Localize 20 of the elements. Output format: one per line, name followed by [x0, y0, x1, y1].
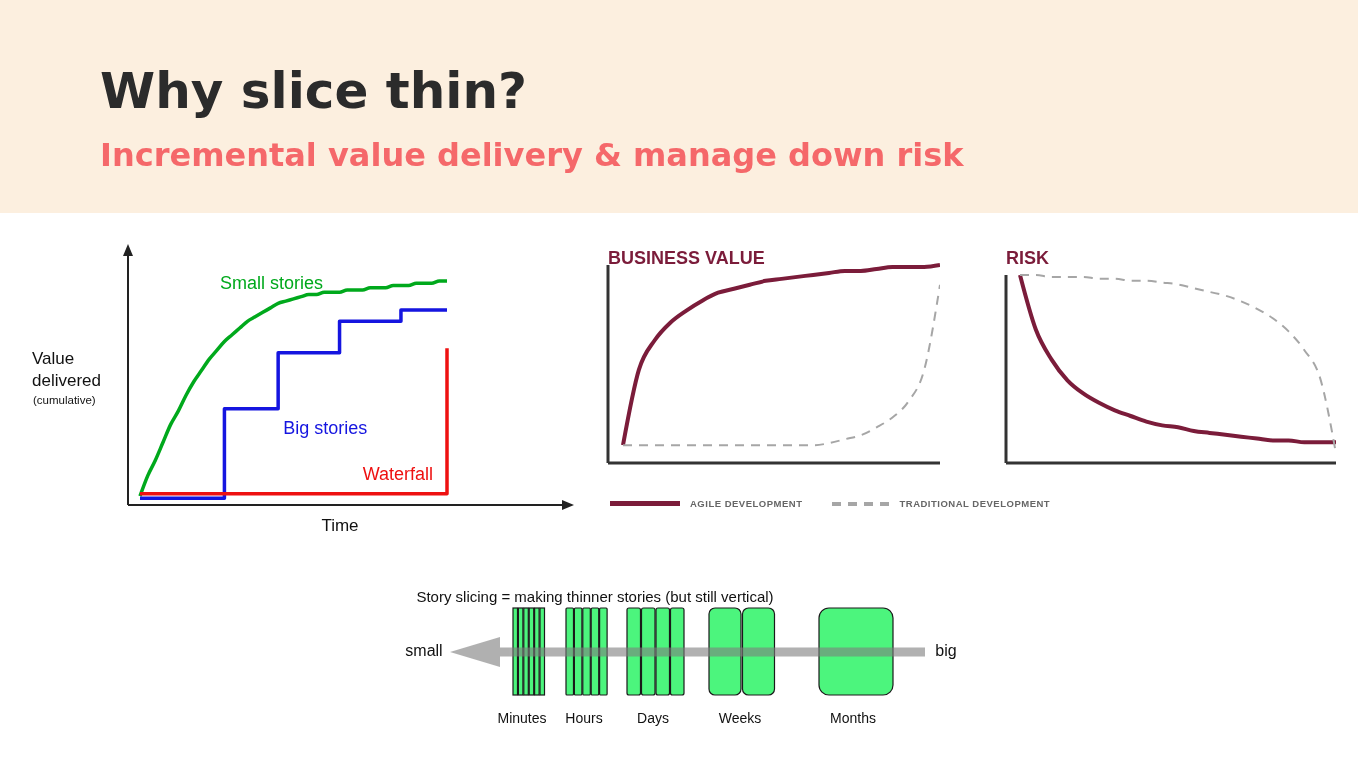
series-label: Small stories: [219, 272, 323, 293]
text: Why slice thin?: [100, 62, 527, 120]
chart-title: RISK: [1006, 248, 1050, 269]
legend-label: TRADITIONAL DEVELOPMENT: [899, 498, 1051, 509]
text: Months: [829, 710, 877, 726]
text: Incremental value delivery & manage down risk: [100, 136, 964, 174]
text: Story slicing = making thinner stories (but still vertical): [415, 588, 775, 605]
text: (cumulative): [33, 394, 96, 406]
text: Minutes: [496, 710, 548, 726]
text: Hours: [565, 710, 603, 726]
chart-title: BUSINESS VALUE: [608, 248, 765, 269]
text: big: [934, 642, 958, 660]
series-label: Big stories: [283, 418, 368, 439]
text: Days: [636, 710, 670, 726]
x-axis-title: Time: [320, 516, 360, 536]
y-axis-title: Value delivered: [32, 348, 102, 393]
series-label: Waterfall: [362, 463, 434, 484]
text: Weeks: [717, 710, 763, 726]
legend-label: AGILE DEVELOPMENT: [690, 498, 803, 509]
text: small: [404, 642, 444, 660]
